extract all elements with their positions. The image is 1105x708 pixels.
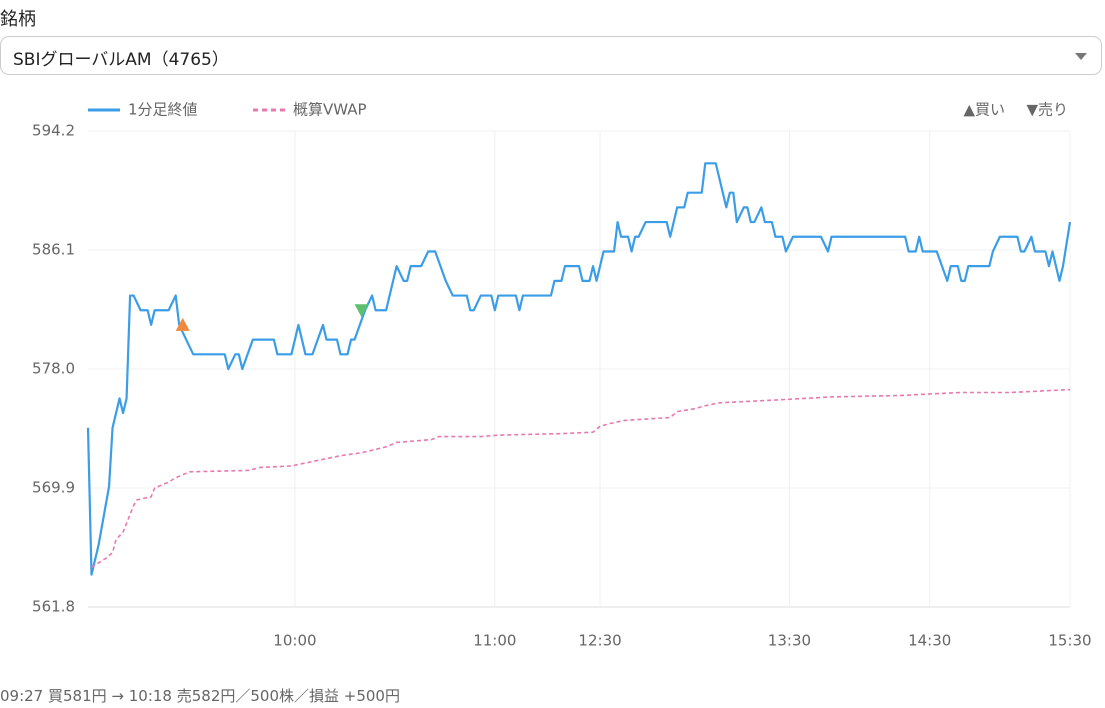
select-value: SBIグローバルAM（4765） (13, 50, 229, 70)
marker-legend: ▲買い (963, 101, 1005, 119)
legend-label: 1分足終値 (128, 101, 198, 119)
marker-legend: ▼売り (1026, 101, 1068, 119)
trade-marker (354, 304, 369, 318)
y-tick-label: 569.9 (32, 479, 75, 497)
series-line (91, 388, 1071, 569)
stock-select[interactable]: SBIグローバルAM（4765） (0, 36, 1102, 75)
trade-summary: 09:27 買581円 → 10:18 売582円／500株／損益 +500円 (0, 687, 400, 705)
y-tick-label: 578.0 (32, 360, 75, 378)
chart: 561.8 569.9 578.0 586.1 594.2 10:00 11:00 12:30… (32, 101, 1092, 650)
x-tick-label: 11:00 (473, 632, 516, 650)
x-tick-label: 12:30 (578, 632, 621, 650)
trade-marker (175, 317, 190, 331)
y-tick-label: 586.1 (32, 241, 75, 259)
series-line (86, 162, 1072, 576)
x-tick-label: 14:30 (908, 632, 951, 650)
x-tick-label: 15:30 (1048, 632, 1091, 650)
dropdown-arrow (1075, 53, 1087, 60)
x-tick-label: 13:30 (768, 632, 811, 650)
y-tick-label: 561.8 (32, 598, 75, 616)
field-label: 銘柄 (0, 9, 36, 30)
y-tick-label: 594.2 (32, 122, 75, 140)
x-tick-label: 10:00 (273, 632, 316, 650)
legend-label: 概算VWAP (293, 101, 367, 119)
